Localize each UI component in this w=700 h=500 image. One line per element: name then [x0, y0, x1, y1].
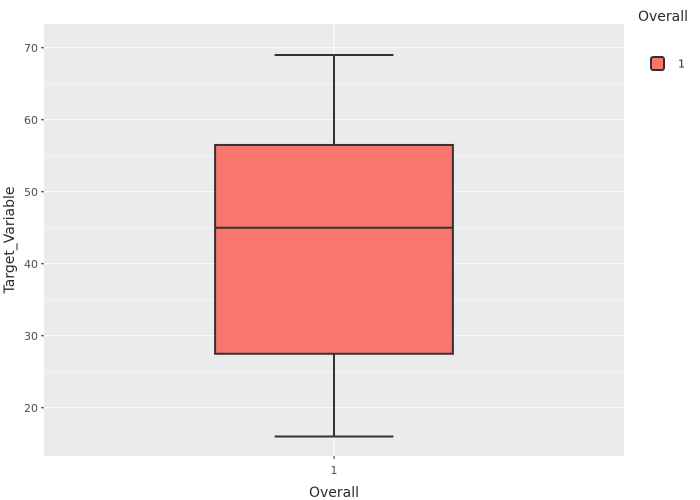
x-axis-title: Overall: [309, 485, 359, 500]
y-axis-ticks: 20 30 40 50 60 70: [24, 42, 44, 415]
legend-title: Overall: [638, 9, 688, 25]
y-tick-label: 20: [24, 402, 38, 415]
y-tick-label: 30: [24, 330, 38, 343]
x-axis-ticks: 1: [331, 456, 338, 477]
y-axis-title: Target_Variable: [2, 187, 18, 295]
legend-entry-label: 1: [678, 58, 685, 71]
legend: Overall 1: [638, 9, 688, 71]
interquartile-box: [214, 143, 454, 355]
box-series: [214, 53, 454, 438]
x-tick-label: 1: [331, 464, 338, 477]
y-tick-label: 60: [24, 114, 38, 127]
y-tick-label: 70: [24, 42, 38, 55]
legend-swatch: [650, 56, 665, 71]
y-tick-label: 50: [24, 186, 38, 199]
y-tick-label: 40: [24, 258, 38, 271]
box-1: [214, 53, 454, 438]
